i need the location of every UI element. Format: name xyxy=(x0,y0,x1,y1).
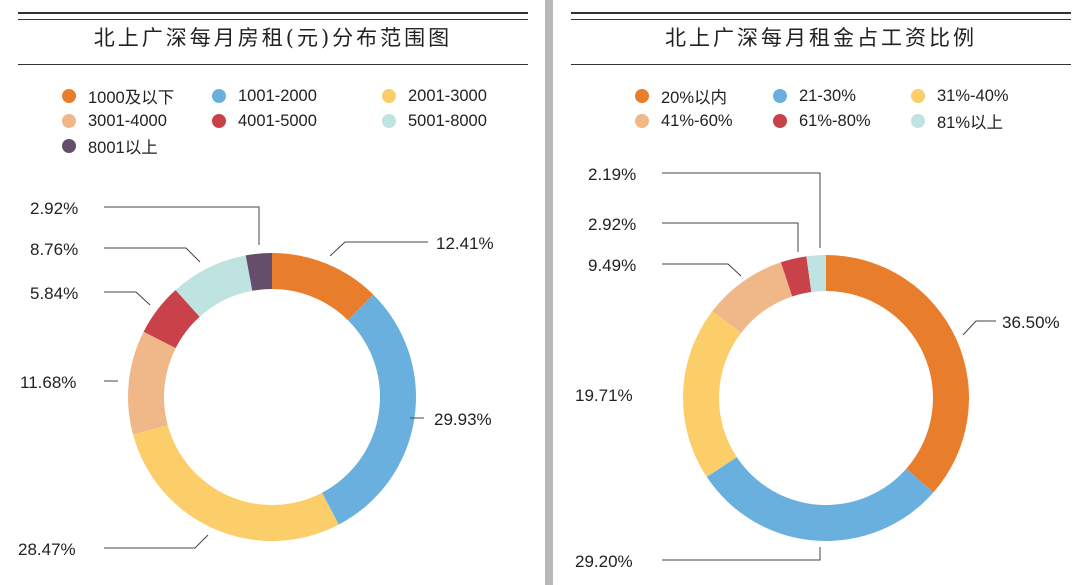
legend-label: 20%以内 xyxy=(661,89,728,107)
leader-lines xyxy=(104,206,428,549)
legend-label: 41%-60% xyxy=(661,111,733,130)
donut-segment xyxy=(780,256,812,297)
legend-dot-icon xyxy=(62,139,76,153)
title-rule-top xyxy=(571,12,1071,20)
label-81-plus: 2.19% xyxy=(588,165,636,184)
legend-dot-icon xyxy=(911,114,925,128)
legend: 20%以内 21-30% 31%-40% 41%-60% 61%-80% 81%… xyxy=(635,85,1061,132)
label-2001-3000: 28.47% xyxy=(18,540,76,559)
panel-divider xyxy=(545,0,553,585)
legend-dot-icon xyxy=(212,114,226,128)
legend-dot-icon xyxy=(62,89,76,103)
donut-segment xyxy=(683,311,742,477)
leader-lines xyxy=(662,172,996,561)
label-41-60: 9.49% xyxy=(588,256,636,275)
label-20-within: 36.50% xyxy=(1002,313,1060,332)
donut-segment xyxy=(826,255,969,493)
legend-dot-icon xyxy=(773,114,787,128)
legend-item: 4001-5000 xyxy=(212,110,382,132)
legend: 1000及以下 1001-2000 2001-3000 3001-4000 40… xyxy=(62,85,532,157)
legend-dot-icon xyxy=(911,89,925,103)
label-1000: 12.41% xyxy=(436,234,494,253)
title-rule-top xyxy=(18,12,528,20)
donut-segment xyxy=(143,290,200,349)
legend-item: 1001-2000 xyxy=(212,85,382,107)
legend-dot-icon xyxy=(635,114,649,128)
legend-label: 21-30% xyxy=(799,86,856,105)
legend-dot-icon xyxy=(62,114,76,128)
donut-segment xyxy=(132,425,339,541)
legend-item: 8001以上 xyxy=(62,135,212,157)
legend-dot-icon xyxy=(212,89,226,103)
legend-label: 31%-40% xyxy=(937,86,1009,105)
donut-segment xyxy=(712,262,793,333)
legend-item: 1000及以下 xyxy=(62,85,212,107)
legend-item: 3001-4000 xyxy=(62,110,212,132)
donut-segment xyxy=(806,255,826,293)
legend-item: 61%-80% xyxy=(773,110,911,132)
legend-label: 3001-4000 xyxy=(88,111,167,130)
donut-chart: 2.19% 2.92% 9.49% 19.71% 36.50% 29.20% xyxy=(575,165,1060,571)
legend-item: 41%-60% xyxy=(635,110,773,132)
donut-segment xyxy=(272,253,374,321)
legend-label: 2001-3000 xyxy=(408,86,487,105)
legend-dot-icon xyxy=(382,89,396,103)
legend-item: 20%以内 xyxy=(635,85,773,107)
legend-label: 81%以上 xyxy=(937,114,1004,132)
donut-chart: 2.92% 8.76% 5.84% 11.68% 12.41% 29.93% 2… xyxy=(18,199,494,559)
label-21-30: 29.20% xyxy=(575,552,633,571)
legend-label: 8001以上 xyxy=(88,139,158,157)
title-rule-bottom xyxy=(18,64,528,65)
donut-segment xyxy=(322,294,417,525)
legend-dot-icon xyxy=(773,89,787,103)
donut-segment xyxy=(245,253,272,291)
label-3001-4000: 11.68% xyxy=(20,373,76,392)
label-5001-8000: 8.76% xyxy=(30,240,78,259)
chart-title: 北上广深每月房租(元)分布范围图 xyxy=(93,26,453,50)
title-rule-bottom xyxy=(571,64,1071,65)
label-61-80: 2.92% xyxy=(588,215,636,234)
label-31-40: 19.71% xyxy=(575,386,633,405)
legend-item: 21-30% xyxy=(773,85,911,107)
legend-label: 1001-2000 xyxy=(238,86,317,105)
donut-segment xyxy=(175,255,253,317)
legend-label: 61%-80% xyxy=(799,111,871,130)
legend-item: 31%-40% xyxy=(911,85,1061,107)
legend-label: 4001-5000 xyxy=(238,111,317,130)
label-1001-2000: 29.93% xyxy=(434,410,492,429)
legend-item: 81%以上 xyxy=(911,110,1061,132)
donut-segments xyxy=(683,255,969,541)
legend-label: 1000及以下 xyxy=(88,89,175,107)
legend-label: 5001-8000 xyxy=(408,111,487,130)
rent-distribution-panel: 北上广深每月房租(元)分布范围图 1000及以下 1001-2000 2001-… xyxy=(18,12,532,559)
rent-to-salary-panel: 北上广深每月租金占工资比例 20%以内 21-30% 31%-40% 41%-6… xyxy=(553,0,1080,585)
legend-item: 5001-8000 xyxy=(382,110,532,132)
legend-item: 2001-3000 xyxy=(382,85,532,107)
legend-dot-icon xyxy=(635,89,649,103)
label-4001-5000: 5.84% xyxy=(30,284,78,303)
donut-segment xyxy=(127,331,176,435)
donut-segment xyxy=(706,457,934,541)
chart-title: 北上广深每月租金占工资比例 xyxy=(665,26,977,50)
donut-segments xyxy=(127,253,417,541)
label-8001: 2.92% xyxy=(30,199,78,218)
legend-dot-icon xyxy=(382,114,396,128)
